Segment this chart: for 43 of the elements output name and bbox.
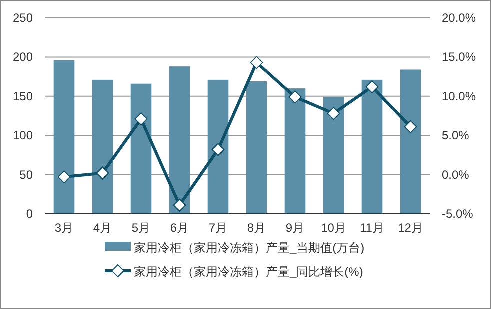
point: [404, 120, 418, 134]
point: [58, 170, 71, 184]
y-tick-label: 250: [12, 11, 34, 25]
bar: [400, 70, 422, 214]
y2-tick-label: 15.0%: [442, 50, 476, 64]
y-tick-label: 200: [12, 50, 34, 64]
y-tick-label: 150: [12, 89, 34, 104]
bar: [362, 80, 383, 214]
legend-label: 家用冷柜（家用冷冻箱）产量_同比增长(%): [134, 265, 364, 279]
point: [134, 112, 148, 126]
y2-tick-label: 5.0%: [442, 128, 470, 143]
x-tick-label: 3月: [54, 221, 74, 235]
bar: [169, 66, 190, 214]
bar: [208, 80, 229, 214]
bar: [54, 60, 75, 214]
bar: [130, 84, 152, 214]
x-tick-label: 6月: [170, 221, 190, 235]
y2-tick-label: 20.0%: [442, 11, 476, 25]
x-tick-label: 5月: [132, 221, 151, 235]
y2-tick-label: 10.0%: [442, 89, 476, 104]
point: [250, 56, 264, 70]
y-tick-label: 100: [12, 128, 34, 143]
point: [327, 107, 340, 120]
bar: [92, 80, 114, 214]
bar: [284, 88, 306, 214]
x-tick-label: 8月: [247, 221, 266, 235]
x-tick-label: 7月: [208, 221, 228, 235]
bar: [246, 82, 268, 214]
y2-tick-label: -5.0%: [442, 207, 474, 221]
x-tick-label: 9月: [286, 221, 305, 235]
x-tick-label: 12月: [398, 221, 424, 235]
y-tick-label: 0: [26, 207, 34, 221]
x-tick-label: 11月: [360, 221, 384, 235]
point: [366, 80, 379, 94]
bar: [323, 97, 344, 214]
point: [288, 90, 302, 104]
y2-tick-label: 0.0%: [442, 168, 470, 182]
point: [173, 198, 186, 212]
x-tick-label: 10月: [321, 221, 346, 235]
point: [212, 143, 225, 156]
point: [96, 166, 110, 180]
y-tick-label: 50: [20, 168, 34, 182]
x-tick-label: 4月: [93, 221, 112, 235]
